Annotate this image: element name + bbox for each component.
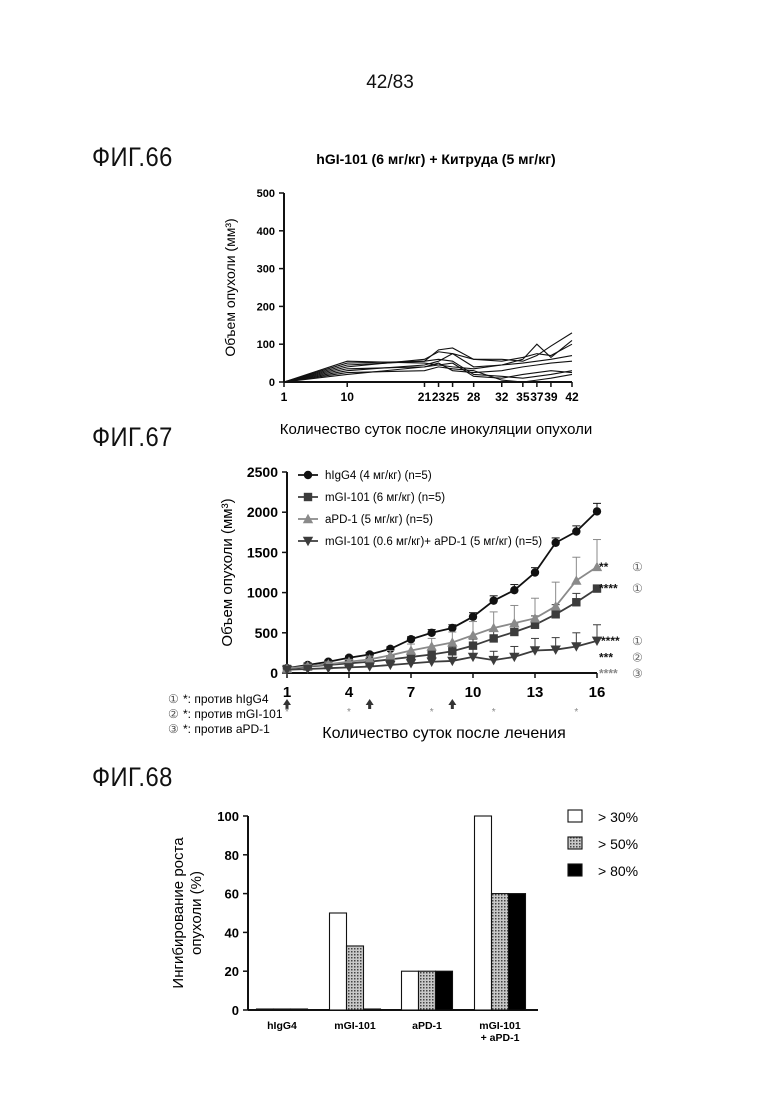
y-tick-label: 40 xyxy=(225,925,239,940)
y-tick-label: 60 xyxy=(225,887,239,902)
bar-4-series-1 xyxy=(475,816,492,1010)
chart-fig68: 020406080100hIgG4mGI-101aPD-1mGI-101+ aP… xyxy=(0,0,780,1103)
y-axis-label: опухоли (%) xyxy=(188,871,205,955)
bar-4-series-3 xyxy=(509,894,526,1010)
bar-1-series-3 xyxy=(291,1009,308,1010)
bar-2-series-2 xyxy=(347,946,364,1010)
bar-4-series-2 xyxy=(492,894,509,1010)
category-label: + aPD-1 xyxy=(481,1032,520,1044)
y-tick-label: 80 xyxy=(225,848,239,863)
category-label: mGI-101 xyxy=(479,1020,521,1032)
y-tick-label: 100 xyxy=(217,809,239,824)
legend-entry-1: > 30% xyxy=(598,809,638,825)
bar-1-series-2 xyxy=(274,1009,291,1010)
legend-swatch-2 xyxy=(568,837,582,849)
bar-2-series-1 xyxy=(330,913,347,1010)
bar-3-series-3 xyxy=(436,971,453,1010)
legend-entry-2: > 50% xyxy=(598,836,638,852)
legend-entry-3: > 80% xyxy=(598,863,638,879)
category-label: hIgG4 xyxy=(267,1020,297,1032)
category-label: aPD-1 xyxy=(412,1020,442,1032)
y-tick-label: 0 xyxy=(232,1003,239,1018)
bar-2-series-3 xyxy=(364,1009,381,1010)
y-tick-label: 20 xyxy=(225,964,239,979)
legend-swatch-3 xyxy=(568,864,582,876)
bar-3-series-2 xyxy=(419,971,436,1010)
category-label: mGI-101 xyxy=(334,1020,376,1032)
bar-3-series-1 xyxy=(402,971,419,1010)
bar-1-series-1 xyxy=(257,1009,274,1010)
legend-swatch-1 xyxy=(568,810,582,822)
y-axis-label: Ингибирование роста xyxy=(170,837,187,989)
